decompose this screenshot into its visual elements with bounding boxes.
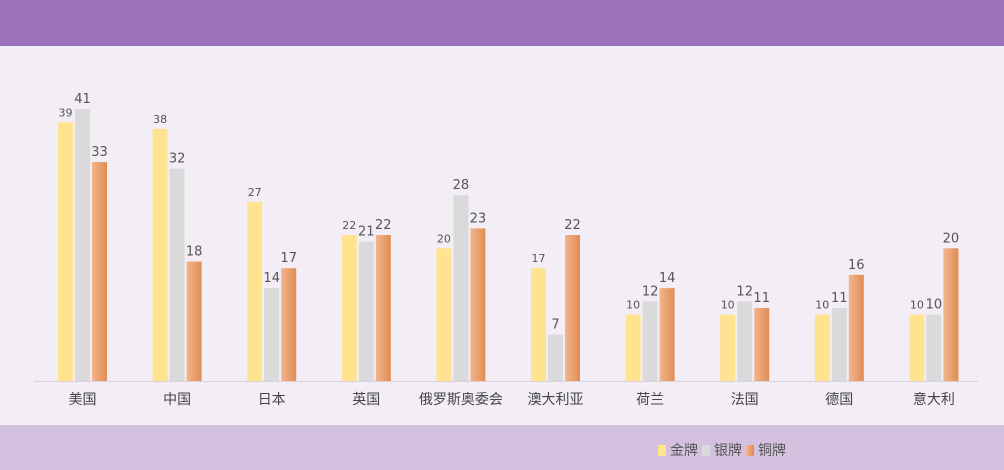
bar-bronze [659, 288, 675, 381]
data-label-silver: 11 [831, 291, 848, 306]
bar-gold [625, 314, 641, 381]
x-tick-label: 澳大利亚 [528, 392, 584, 408]
data-label-gold: 10 [626, 299, 640, 312]
data-label-bronze: 20 [943, 231, 960, 246]
data-label-gold: 20 [437, 232, 451, 245]
bar-bronze [754, 308, 770, 381]
data-label-silver: 12 [642, 284, 659, 299]
legend-label-gold: 金牌 [670, 443, 698, 459]
data-label-silver: 10 [926, 298, 943, 313]
legend-swatch-silver [702, 444, 710, 456]
data-label-gold: 17 [532, 252, 546, 265]
bar-gold [531, 268, 546, 381]
data-label-bronze: 33 [91, 145, 108, 160]
bar-gold [341, 235, 357, 381]
data-label-silver: 12 [736, 284, 753, 299]
bar-silver [264, 288, 280, 381]
legend-label-silver: 银牌 [714, 443, 742, 459]
bar-gold [58, 122, 73, 381]
data-label-gold: 38 [153, 113, 167, 126]
x-tick-label: 中国 [163, 392, 191, 408]
legend-item-gold: 金牌 [658, 440, 698, 460]
bar-gold [247, 201, 263, 381]
data-label-bronze: 22 [375, 218, 392, 233]
legend-label-bronze: 铜牌 [758, 443, 786, 459]
data-label-bronze: 11 [753, 291, 770, 306]
bar-bronze [375, 235, 391, 381]
data-label-gold: 39 [59, 106, 73, 119]
bar-gold [720, 314, 736, 381]
data-label-gold: 10 [910, 299, 924, 312]
legend-swatch-gold [658, 444, 666, 456]
bar-gold [909, 314, 925, 381]
data-label-bronze: 22 [564, 218, 581, 233]
data-label-gold: 10 [815, 299, 829, 312]
legend-item-bronze: 铜牌 [746, 440, 786, 460]
bar-silver [169, 168, 185, 381]
data-label-bronze: 16 [848, 258, 865, 273]
bar-silver [453, 195, 469, 381]
x-tick-label: 法国 [731, 392, 759, 408]
bar-silver [926, 314, 942, 381]
data-label-silver: 41 [74, 92, 91, 107]
data-label-bronze: 23 [470, 211, 487, 226]
x-tick-label: 日本 [258, 392, 286, 408]
data-label-silver: 21 [358, 225, 375, 240]
x-tick-label: 意大利 [913, 391, 955, 408]
header-band [0, 0, 1004, 46]
bar-silver [642, 301, 658, 381]
data-label-bronze: 14 [659, 271, 676, 286]
data-label-silver: 14 [263, 271, 280, 286]
x-tick-label: 俄罗斯奥委会 [419, 391, 503, 408]
bar-bronze [848, 274, 864, 381]
data-label-silver: 32 [169, 152, 186, 167]
bar-silver [737, 301, 753, 381]
data-label-bronze: 17 [280, 251, 297, 266]
x-tick-label: 荷兰 [636, 392, 664, 408]
data-label-silver: 7 [551, 318, 559, 333]
data-label-gold: 22 [342, 219, 356, 232]
bar-silver [831, 308, 847, 381]
bar-silver [548, 334, 563, 381]
bar-bronze [943, 248, 959, 381]
chart-legend: 金牌 银牌 铜牌 [654, 440, 786, 460]
bar-bronze [281, 268, 297, 381]
x-tick-label: 德国 [825, 392, 853, 408]
footer-band [0, 425, 1004, 470]
bar-bronze [565, 235, 580, 381]
bar-silver [358, 241, 374, 381]
data-label-gold: 10 [721, 299, 735, 312]
bar-gold [814, 314, 830, 381]
data-label-gold: 27 [248, 186, 262, 199]
legend-swatch-bronze [746, 444, 754, 456]
bar-gold [436, 248, 452, 381]
x-tick-label: 英国 [352, 391, 380, 408]
data-label-silver: 28 [453, 178, 470, 193]
bar-bronze [186, 261, 202, 381]
data-label-bronze: 18 [186, 245, 203, 260]
bar-bronze [92, 162, 107, 381]
legend-item-silver: 银牌 [702, 440, 742, 460]
x-tick-label: 美国 [69, 392, 97, 408]
bar-silver [75, 109, 90, 381]
bar-gold [152, 128, 168, 381]
bar-bronze [470, 228, 486, 381]
